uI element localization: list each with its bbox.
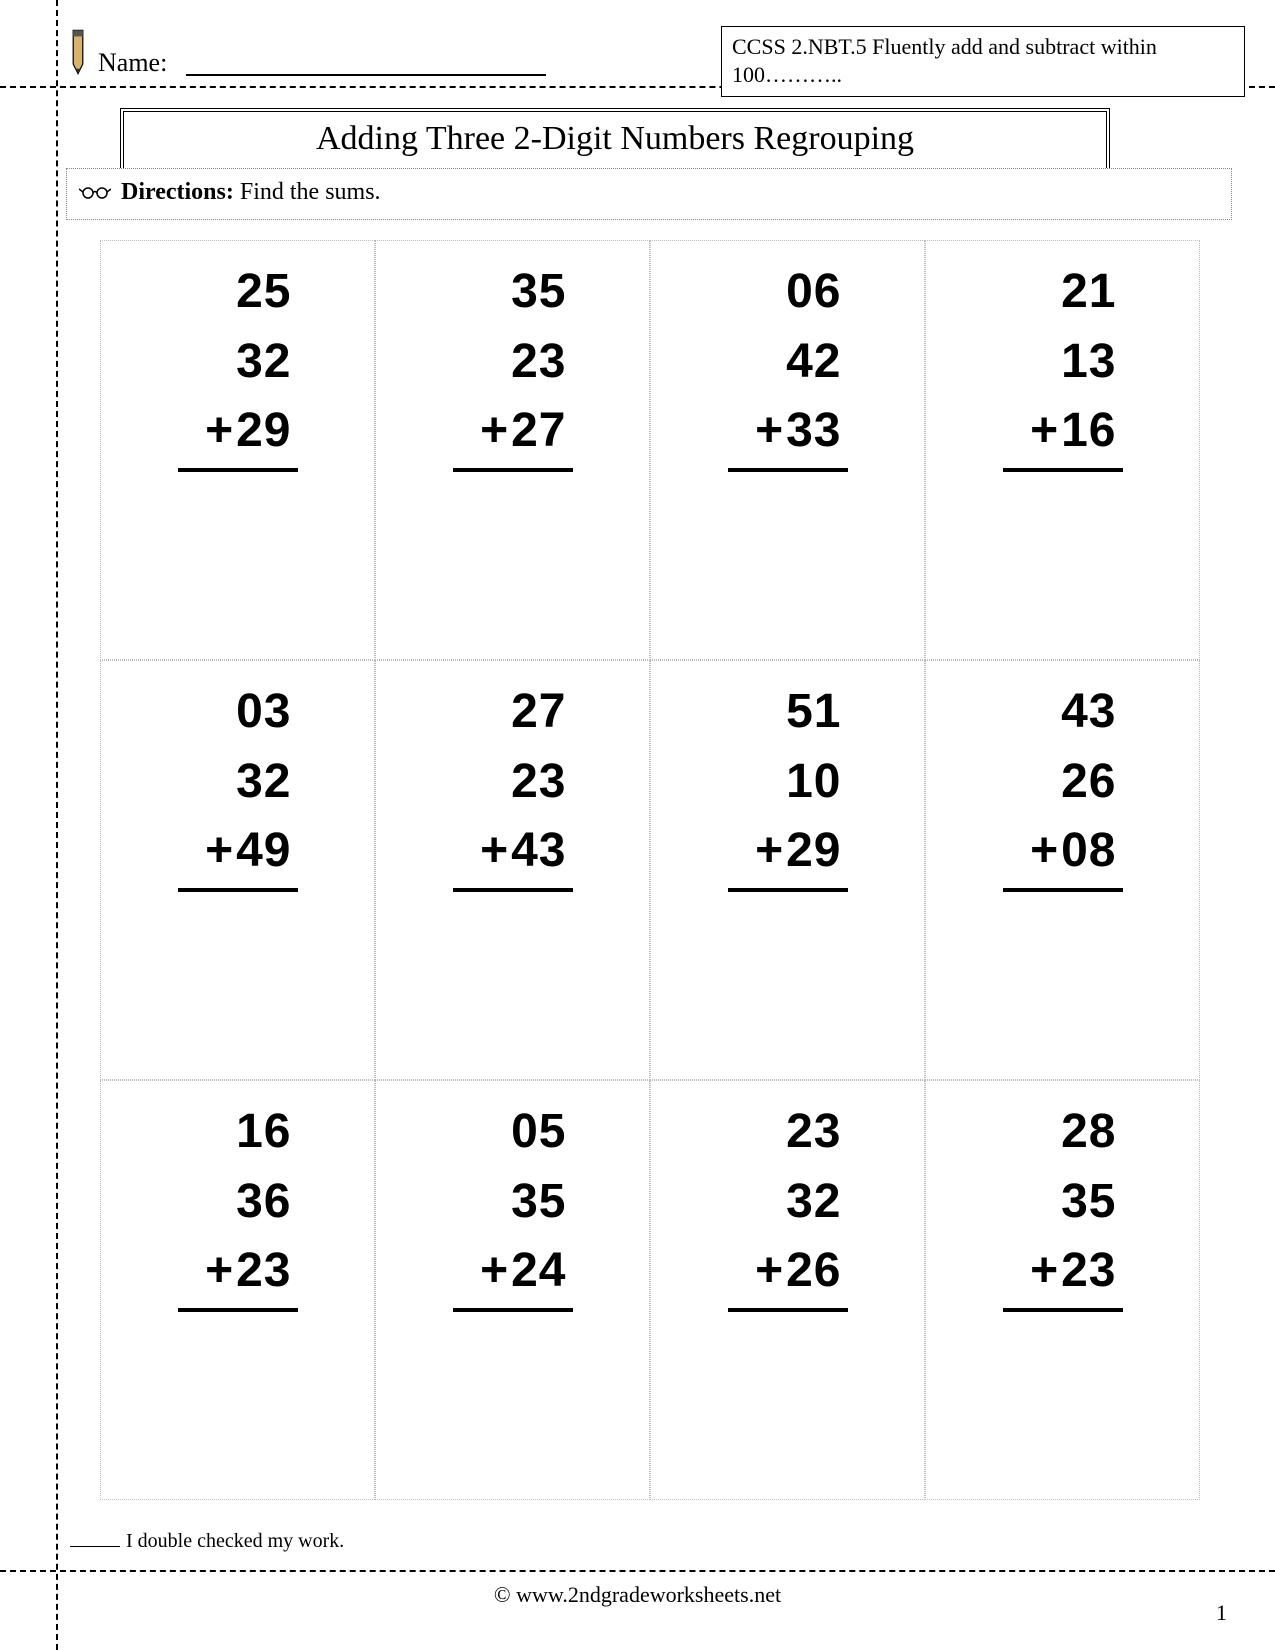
addend-3-with-operator: +49 bbox=[178, 816, 298, 892]
addend-2: 23 bbox=[453, 747, 573, 817]
header: Name: CCSS 2.NBT.5 Fluently add and subt… bbox=[64, 20, 1245, 80]
addend-2: 36 bbox=[178, 1167, 298, 1237]
problem-cell: 2835+23 bbox=[925, 1080, 1200, 1500]
addend-3-with-operator: +24 bbox=[453, 1236, 573, 1312]
problem-cell: 2113+16 bbox=[925, 240, 1200, 660]
addend-2: 13 bbox=[1003, 327, 1123, 397]
directions-label: Directions: bbox=[121, 179, 234, 205]
ccss-standard-box: CCSS 2.NBT.5 Fluently add and subtract w… bbox=[721, 26, 1245, 97]
directions-text: Find the sums. bbox=[234, 179, 381, 205]
addend-1: 06 bbox=[728, 257, 848, 327]
double-checked-line: I double checked my work. bbox=[70, 1530, 344, 1553]
footer-copyright: © www.2ndgradeworksheets.net bbox=[0, 1582, 1275, 1608]
problem-cell: 5110+29 bbox=[650, 660, 925, 1080]
addend-2: 35 bbox=[1003, 1167, 1123, 1237]
glasses-icon bbox=[79, 180, 111, 207]
addend-3-with-operator: +29 bbox=[728, 816, 848, 892]
addend-2: 42 bbox=[728, 327, 848, 397]
problems-grid: 2532+293523+270642+332113+160332+492723+… bbox=[100, 240, 1200, 1500]
addend-3-with-operator: +33 bbox=[728, 396, 848, 472]
addend-1: 16 bbox=[178, 1097, 298, 1167]
addend-3-with-operator: +23 bbox=[1003, 1236, 1123, 1312]
vertical-cut-rule bbox=[56, 0, 58, 1650]
problem-row: 2532+293523+270642+332113+16 bbox=[100, 240, 1200, 660]
addend-1: 21 bbox=[1003, 257, 1123, 327]
addend-3-with-operator: +27 bbox=[453, 396, 573, 472]
addend-1: 03 bbox=[178, 677, 298, 747]
addend-3-with-operator: +29 bbox=[178, 396, 298, 472]
addend-2: 35 bbox=[453, 1167, 573, 1237]
worksheet-page: Name: CCSS 2.NBT.5 Fluently add and subt… bbox=[0, 0, 1275, 1650]
name-label: Name: bbox=[98, 48, 167, 78]
problem-row: 1636+230535+242332+262835+23 bbox=[100, 1080, 1200, 1500]
addend-1: 05 bbox=[453, 1097, 573, 1167]
checked-blank[interactable] bbox=[70, 1546, 120, 1547]
addend-2: 32 bbox=[728, 1167, 848, 1237]
addend-1: 27 bbox=[453, 677, 573, 747]
problem-cell: 3523+27 bbox=[375, 240, 650, 660]
addend-2: 23 bbox=[453, 327, 573, 397]
problem-cell: 2532+29 bbox=[100, 240, 375, 660]
addend-1: 25 bbox=[178, 257, 298, 327]
problem-cell: 2723+43 bbox=[375, 660, 650, 1080]
addend-1: 23 bbox=[728, 1097, 848, 1167]
horizontal-cut-rule-bottom bbox=[0, 1570, 1275, 1572]
problem-cell: 0642+33 bbox=[650, 240, 925, 660]
problem-cell: 2332+26 bbox=[650, 1080, 925, 1500]
addend-3-with-operator: +16 bbox=[1003, 396, 1123, 472]
checked-text: I double checked my work. bbox=[126, 1530, 344, 1552]
addend-1: 28 bbox=[1003, 1097, 1123, 1167]
page-number: 1 bbox=[1216, 1600, 1227, 1626]
pencil-icon bbox=[64, 28, 92, 76]
addend-2: 32 bbox=[178, 327, 298, 397]
addend-3-with-operator: +08 bbox=[1003, 816, 1123, 892]
problem-row: 0332+492723+435110+294326+08 bbox=[100, 660, 1200, 1080]
addend-1: 35 bbox=[453, 257, 573, 327]
problem-cell: 1636+23 bbox=[100, 1080, 375, 1500]
addend-3-with-operator: +26 bbox=[728, 1236, 848, 1312]
name-blank-line[interactable] bbox=[186, 74, 546, 76]
addend-2: 26 bbox=[1003, 747, 1123, 817]
addend-3-with-operator: +43 bbox=[453, 816, 573, 892]
problem-cell: 4326+08 bbox=[925, 660, 1200, 1080]
problem-cell: 0332+49 bbox=[100, 660, 375, 1080]
addend-1: 51 bbox=[728, 677, 848, 747]
directions-box: Directions: Find the sums. bbox=[66, 168, 1232, 220]
addend-2: 32 bbox=[178, 747, 298, 817]
worksheet-title: Adding Three 2-Digit Numbers Regrouping bbox=[120, 108, 1110, 172]
problem-cell: 0535+24 bbox=[375, 1080, 650, 1500]
addend-2: 10 bbox=[728, 747, 848, 817]
addend-3-with-operator: +23 bbox=[178, 1236, 298, 1312]
addend-1: 43 bbox=[1003, 677, 1123, 747]
